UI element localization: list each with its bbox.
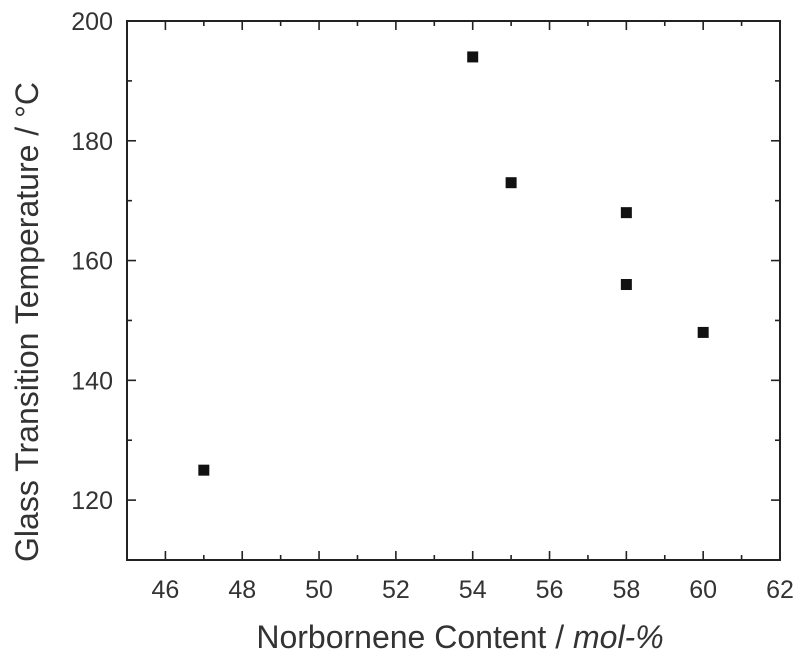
data-point: [697, 326, 709, 338]
y-axis-ticks: 120 140 160 180 200: [71, 8, 780, 561]
x-tick-label: 62: [766, 576, 794, 604]
x-tick-label: 54: [459, 576, 487, 604]
plot-frame: [126, 20, 781, 561]
x-tick-label: 48: [228, 576, 256, 604]
data-point: [467, 51, 479, 63]
x-tick-label: 46: [152, 576, 180, 604]
plot-border: [126, 20, 781, 561]
x-axis-title: Norbornene Content / mol-%: [256, 619, 663, 655]
y-tick-label: 140: [71, 367, 113, 395]
x-tick-label: 52: [382, 576, 410, 604]
x-axis-ticks: 46 48 50 52 54 56 58 60 62: [126, 21, 794, 604]
data-points: [198, 51, 709, 476]
y-tick-label: 180: [71, 128, 113, 156]
y-axis-title: Glass Transition Temperature / °C: [9, 82, 45, 562]
y-tick-label: 120: [71, 487, 113, 515]
x-tick-label: 60: [689, 576, 717, 604]
data-point: [620, 279, 632, 291]
data-point: [505, 177, 517, 189]
x-axis-title-unit: mol-%: [573, 619, 664, 655]
y-tick-label: 160: [71, 248, 113, 276]
data-point: [620, 207, 632, 219]
x-axis-title-main: Norbornene Content /: [256, 619, 573, 655]
x-tick-label: 58: [612, 576, 640, 604]
x-tick-label: 50: [305, 576, 333, 604]
x-tick-label: 56: [536, 576, 564, 604]
data-point: [198, 464, 210, 476]
y-tick-label: 200: [71, 8, 113, 36]
